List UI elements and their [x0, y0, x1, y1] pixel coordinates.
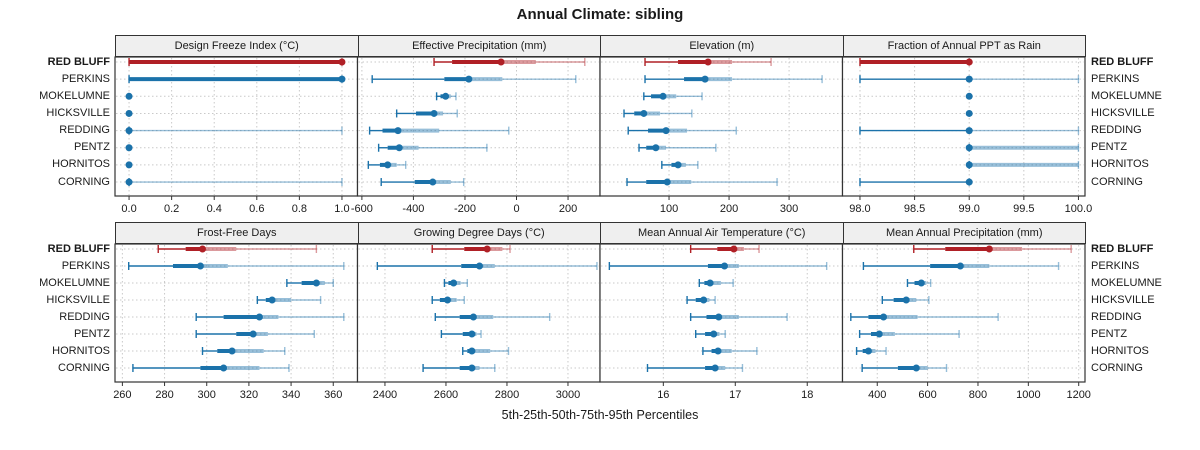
svg-text:0.6: 0.6 — [249, 203, 264, 215]
svg-text:1.0: 1.0 — [334, 203, 349, 215]
svg-text:17: 17 — [729, 389, 741, 401]
svg-text:100: 100 — [660, 203, 678, 215]
site-label-right-perkins: PERKINS — [1091, 259, 1140, 272]
svg-text:200: 200 — [559, 203, 577, 215]
site-label-right-redding: REDDING — [1091, 310, 1142, 323]
site-label-right-perkins: PERKINS — [1091, 72, 1140, 85]
svg-text:-600: -600 — [351, 203, 373, 215]
panel-header-mean-annual-air-temperature-c: Mean Annual Air Temperature (°C) — [600, 222, 844, 244]
site-label-left-mokelumne: MOKELUMNE — [39, 276, 110, 289]
svg-text:0.0: 0.0 — [121, 203, 136, 215]
svg-text:300: 300 — [198, 389, 216, 401]
site-label-left-pentz: PENTZ — [73, 327, 110, 340]
site-label-right-hornitos: HORNITOS — [1091, 158, 1149, 171]
svg-text:280: 280 — [155, 389, 173, 401]
site-label-left-perkins: PERKINS — [61, 72, 110, 85]
svg-text:98.5: 98.5 — [904, 203, 925, 215]
svg-text:18: 18 — [801, 389, 813, 401]
svg-text:800: 800 — [969, 389, 987, 401]
panel-header-growing-degree-days-c: Growing Degree Days (°C) — [357, 222, 601, 244]
site-label-left-redding: REDDING — [59, 124, 110, 137]
site-label-right-pentz: PENTZ — [1091, 141, 1128, 154]
svg-text:-200: -200 — [454, 203, 476, 215]
svg-text:99.5: 99.5 — [1013, 203, 1034, 215]
svg-text:99.0: 99.0 — [959, 203, 980, 215]
chart-title: Annual Climate: sibling — [516, 6, 684, 23]
site-label-right-red-bluff: RED BLUFF — [1091, 55, 1154, 68]
site-label-left-hicksville: HICKSVILLE — [46, 106, 110, 119]
site-label-left-hornitos: HORNITOS — [52, 344, 110, 357]
site-label-left-pentz: PENTZ — [73, 141, 110, 154]
percentiles-axis-label: 5th-25th-50th-75th-95th Percentiles — [501, 408, 699, 422]
site-label-left-hornitos: HORNITOS — [52, 158, 110, 171]
svg-text:260: 260 — [113, 389, 131, 401]
site-label-right-corning: CORNING — [1091, 361, 1143, 374]
site-label-left-corning: CORNING — [58, 361, 110, 374]
svg-text:340: 340 — [282, 389, 300, 401]
site-label-right-mokelumne: MOKELUMNE — [1091, 89, 1162, 102]
svg-text:400: 400 — [868, 389, 886, 401]
svg-text:1200: 1200 — [1066, 389, 1090, 401]
svg-text:2800: 2800 — [495, 389, 519, 401]
site-label-left-redding: REDDING — [59, 310, 110, 323]
panel-header-effective-precipitation-mm: Effective Precipitation (mm) — [357, 35, 601, 57]
svg-text:0.4: 0.4 — [207, 203, 222, 215]
site-label-right-corning: CORNING — [1091, 175, 1143, 188]
site-label-left-perkins: PERKINS — [61, 259, 110, 272]
svg-text:0.8: 0.8 — [292, 203, 307, 215]
svg-text:0: 0 — [513, 203, 519, 215]
panel-header-mean-annual-precipitation-mm: Mean Annual Precipitation (mm) — [842, 222, 1086, 244]
site-label-left-corning: CORNING — [58, 175, 110, 188]
panel-header-elevation-m: Elevation (m) — [600, 35, 844, 57]
site-label-left-red-bluff: RED BLUFF — [47, 55, 110, 68]
svg-text:600: 600 — [918, 389, 936, 401]
panel-header-frost-free-days: Frost-Free Days — [115, 222, 359, 244]
site-label-right-hornitos: HORNITOS — [1091, 344, 1149, 357]
svg-text:3000: 3000 — [556, 389, 580, 401]
site-label-right-hicksville: HICKSVILLE — [1091, 293, 1155, 306]
svg-text:360: 360 — [324, 389, 342, 401]
site-label-left-red-bluff: RED BLUFF — [47, 242, 110, 255]
svg-text:16: 16 — [657, 389, 669, 401]
panel-header-fraction-of-annual-ppt-as-rain: Fraction of Annual PPT as Rain — [842, 35, 1086, 57]
svg-text:0.2: 0.2 — [164, 203, 179, 215]
svg-text:2600: 2600 — [434, 389, 458, 401]
svg-text:1000: 1000 — [1016, 389, 1040, 401]
site-label-right-redding: REDDING — [1091, 124, 1142, 137]
svg-text:320: 320 — [240, 389, 258, 401]
svg-text:100.0: 100.0 — [1065, 203, 1093, 215]
site-label-left-hicksville: HICKSVILLE — [46, 293, 110, 306]
site-label-right-mokelumne: MOKELUMNE — [1091, 276, 1162, 289]
site-label-right-hicksville: HICKSVILLE — [1091, 106, 1155, 119]
site-label-right-red-bluff: RED BLUFF — [1091, 242, 1154, 255]
site-label-left-mokelumne: MOKELUMNE — [39, 89, 110, 102]
site-label-right-pentz: PENTZ — [1091, 327, 1128, 340]
svg-text:-400: -400 — [402, 203, 424, 215]
svg-text:98.0: 98.0 — [849, 203, 870, 215]
svg-text:300: 300 — [780, 203, 798, 215]
svg-text:200: 200 — [720, 203, 738, 215]
svg-text:2400: 2400 — [373, 389, 397, 401]
panel-header-design-freeze-index-c: Design Freeze Index (°C) — [115, 35, 359, 57]
